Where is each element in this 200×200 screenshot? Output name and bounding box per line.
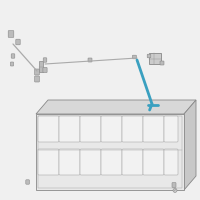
FancyBboxPatch shape bbox=[80, 116, 101, 142]
FancyBboxPatch shape bbox=[164, 116, 178, 142]
Circle shape bbox=[173, 188, 177, 192]
Bar bbox=[36, 114, 184, 190]
Bar bbox=[39, 61, 43, 72]
FancyBboxPatch shape bbox=[122, 149, 143, 175]
FancyBboxPatch shape bbox=[38, 116, 59, 142]
FancyBboxPatch shape bbox=[43, 58, 47, 62]
FancyBboxPatch shape bbox=[160, 61, 164, 65]
Bar bbox=[38, 116, 182, 188]
FancyBboxPatch shape bbox=[11, 54, 15, 58]
FancyBboxPatch shape bbox=[35, 69, 39, 75]
FancyBboxPatch shape bbox=[88, 58, 92, 62]
FancyBboxPatch shape bbox=[26, 180, 29, 184]
FancyBboxPatch shape bbox=[16, 39, 20, 45]
FancyBboxPatch shape bbox=[59, 116, 80, 142]
FancyBboxPatch shape bbox=[101, 149, 122, 175]
FancyBboxPatch shape bbox=[147, 54, 151, 58]
FancyBboxPatch shape bbox=[164, 149, 178, 175]
FancyBboxPatch shape bbox=[132, 55, 136, 59]
Polygon shape bbox=[36, 100, 196, 114]
FancyBboxPatch shape bbox=[43, 67, 47, 73]
FancyBboxPatch shape bbox=[80, 149, 101, 175]
FancyBboxPatch shape bbox=[143, 149, 164, 175]
FancyBboxPatch shape bbox=[38, 149, 59, 175]
FancyBboxPatch shape bbox=[59, 149, 80, 175]
FancyBboxPatch shape bbox=[172, 183, 176, 187]
FancyBboxPatch shape bbox=[101, 116, 122, 142]
FancyBboxPatch shape bbox=[10, 62, 14, 66]
FancyBboxPatch shape bbox=[35, 76, 39, 82]
FancyBboxPatch shape bbox=[149, 53, 161, 64]
Polygon shape bbox=[184, 100, 196, 190]
FancyBboxPatch shape bbox=[122, 116, 143, 142]
FancyBboxPatch shape bbox=[8, 31, 14, 37]
FancyBboxPatch shape bbox=[143, 116, 164, 142]
